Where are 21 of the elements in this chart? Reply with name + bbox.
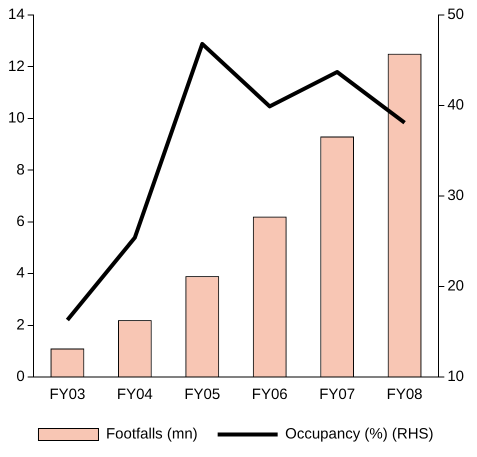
y-tick-label: 8 xyxy=(16,161,25,178)
x-tick-label: FY04 xyxy=(116,386,153,404)
y-tick-label: 6 xyxy=(16,213,25,230)
y2-tick-label: 20 xyxy=(447,278,464,295)
x-tick-label: FY06 xyxy=(252,386,288,404)
y-tick-label: 10 xyxy=(8,110,25,127)
x-tick-label: FY08 xyxy=(386,386,423,404)
y-tick-label: 0 xyxy=(16,368,25,386)
legend-label: Footfalls (mn) xyxy=(106,426,198,443)
legend-label: Occupancy (%) (RHS) xyxy=(285,426,434,443)
y2-tick-label: 30 xyxy=(447,187,464,204)
y2-tick-label: 40 xyxy=(447,96,464,114)
y-tick-label: 4 xyxy=(16,264,25,282)
y-tick-label: 2 xyxy=(16,316,25,334)
x-tick-label: FY05 xyxy=(184,386,220,404)
x-tick-label: FY03 xyxy=(49,386,86,404)
x-tick-label: FY07 xyxy=(319,386,356,404)
y-tick-label: 14 xyxy=(8,6,25,24)
y2-tick-label: 10 xyxy=(447,368,464,386)
y-tick-label: 12 xyxy=(8,58,25,75)
y2-tick-label: 50 xyxy=(447,6,464,24)
